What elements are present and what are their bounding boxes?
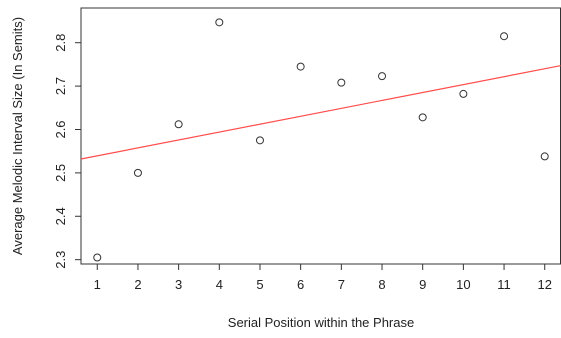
x-tick-label: 2	[134, 277, 141, 292]
data-point	[459, 89, 468, 98]
labels-layer: 1 2 3 4 5 6 7 8 9 10 11 122.32.42.52.62.72.8Serial …	[10, 17, 552, 330]
data-point	[93, 253, 102, 262]
regression-line	[80, 65, 561, 160]
plot-frame	[80, 7, 561, 265]
data-point	[174, 120, 183, 129]
fit-layer	[80, 65, 561, 160]
x-tick-label: 5	[256, 277, 263, 292]
axes-layer	[75, 7, 561, 270]
x-tick-label: 7	[338, 277, 345, 292]
x-tick-label: 8	[378, 277, 385, 292]
x-tick-label: 11	[497, 277, 511, 292]
x-tick-label: 10	[456, 277, 470, 292]
data-point	[540, 152, 549, 161]
data-point	[378, 72, 387, 81]
x-tick-label: 12	[537, 277, 551, 292]
y-tick-label: 2.4	[53, 207, 68, 225]
y-tick-label: 2.5	[53, 164, 68, 182]
data-point	[133, 168, 142, 177]
x-axis-title: Serial Position within the Phrase	[228, 315, 414, 330]
data-point	[296, 62, 305, 71]
x-tick-label: 1	[94, 277, 101, 292]
y-tick-label: 2.8	[53, 34, 68, 52]
data-point	[255, 136, 264, 145]
data-point	[418, 113, 427, 122]
points-layer	[93, 18, 549, 262]
data-point	[215, 18, 224, 27]
y-tick-label: 2.7	[53, 77, 68, 95]
x-tick-label: 4	[216, 277, 223, 292]
y-axis-title: Average Melodic Interval Size (In Semits…	[10, 17, 25, 255]
y-tick-label: 2.3	[53, 251, 68, 269]
data-point	[500, 32, 509, 41]
data-point	[337, 78, 346, 87]
x-tick-label: 9	[419, 277, 426, 292]
x-tick-label: 6	[297, 277, 304, 292]
y-tick-label: 2.6	[53, 120, 68, 138]
x-tick-label: 3	[175, 277, 182, 292]
